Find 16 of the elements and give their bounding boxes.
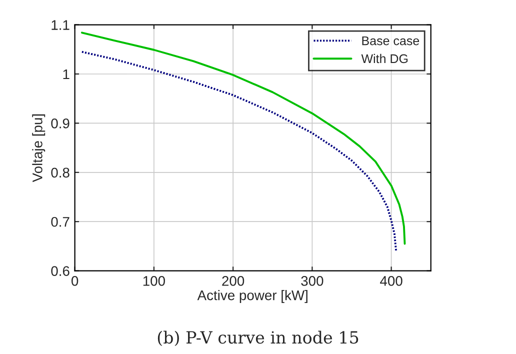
x-tick-label: 0 xyxy=(72,276,78,286)
y-axis-title: Voltaje [pu] xyxy=(32,114,46,182)
y-tick-label: 0.6 xyxy=(51,266,70,276)
y-tick-label: 0.8 xyxy=(51,168,70,178)
y-tick-label: 1.1 xyxy=(52,20,70,30)
y-tick-label: 0.7 xyxy=(51,216,70,227)
x-tick-label: 400 xyxy=(380,276,402,286)
legend-label: With DG xyxy=(361,54,408,64)
x-tick-label: 100 xyxy=(143,276,165,286)
y-tick-label: 1 xyxy=(63,69,70,80)
x-tick-label: 300 xyxy=(301,276,324,286)
text: (b) P-V curve in node 15 xyxy=(158,330,358,346)
x-tick-label: 200 xyxy=(222,276,244,286)
y-tick-label: 0.9 xyxy=(51,118,70,128)
x-axis-title: Active power [kW] xyxy=(197,290,308,303)
legend-label: Base case xyxy=(362,36,420,46)
